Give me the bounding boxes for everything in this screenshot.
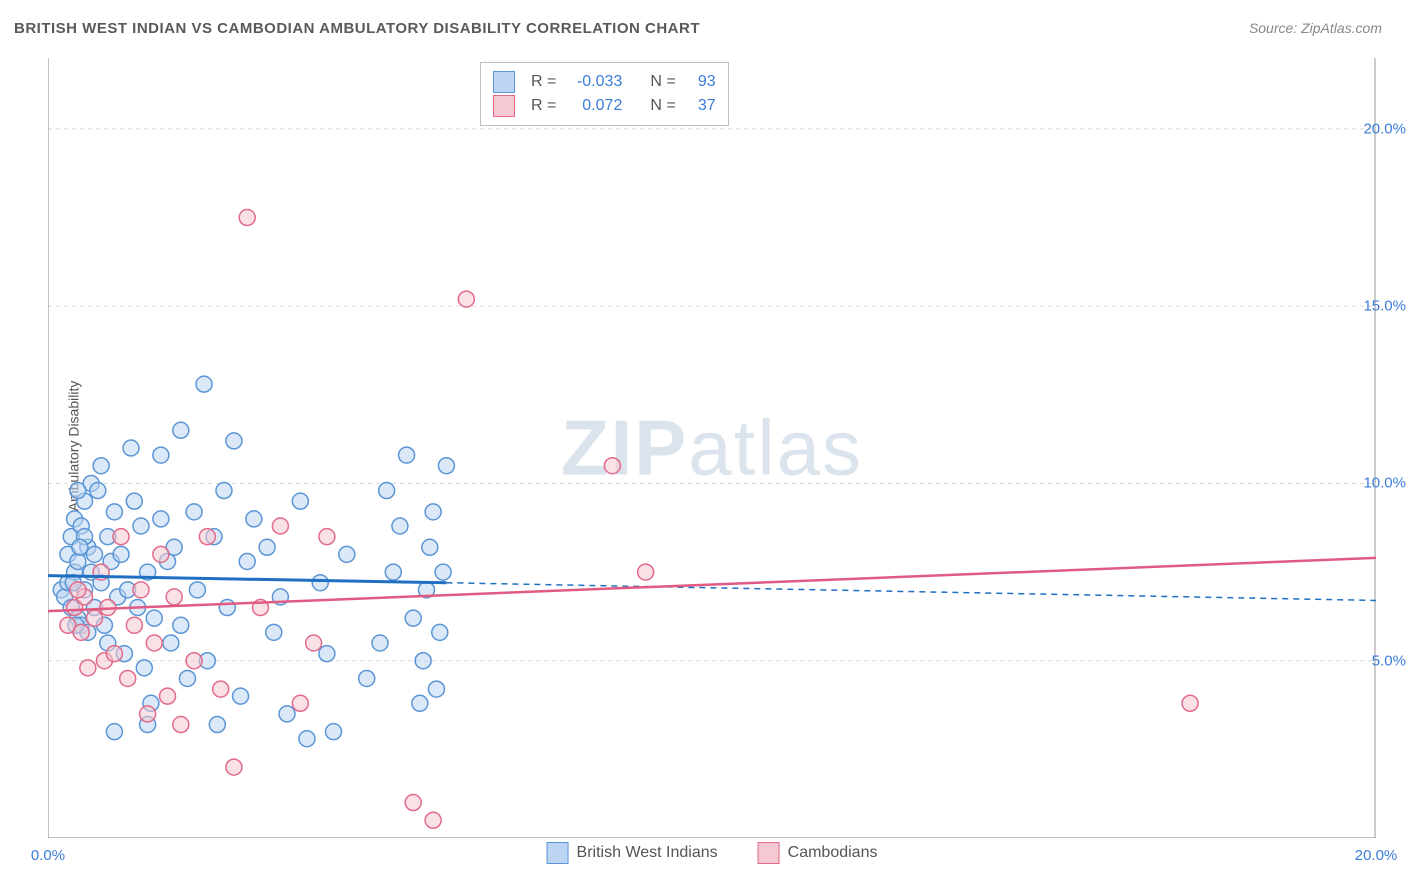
legend-swatch [493,95,515,117]
legend-series-item: Cambodians [758,842,878,864]
legend-series-panel: British West Indians Cambodians [547,842,878,864]
stat-label-r: R = [531,97,556,115]
stat-label-r: R = [531,73,556,91]
legend-swatch [493,71,515,93]
chart-svg [48,58,1376,838]
x-tick-label: 0.0% [31,847,65,864]
stat-value-n: 93 [686,73,716,91]
stat-value-r: -0.033 [566,73,622,91]
plot-area: ZIPatlas R =-0.033N =93R =0.072N =37 Bri… [48,58,1376,838]
x-tick-label: 20.0% [1355,847,1398,864]
stat-label-n: N = [650,73,675,91]
y-tick-label: 10.0% [1363,475,1406,492]
legend-stats-row: R = 0.072 N = 37 [493,95,716,117]
y-tick-label: 5.0% [1372,652,1406,669]
stat-label-n: N = [650,97,675,115]
y-tick-label: 20.0% [1363,120,1406,137]
chart-title: BRITISH WEST INDIAN VS CAMBODIAN AMBULAT… [14,20,700,37]
stat-value-r: 0.072 [566,97,622,115]
legend-series-label: Cambodians [788,844,878,862]
y-tick-label: 15.0% [1363,298,1406,315]
legend-swatch [758,842,780,864]
stat-value-n: 37 [686,97,716,115]
legend-swatch [547,842,569,864]
legend-stats-row: R = -0.033 N = 93 [493,71,716,93]
legend-series-item: British West Indians [547,842,718,864]
legend-stats-panel: R = -0.033 N = 93 R = 0.072 N = 37 [480,62,729,126]
chart-container: BRITISH WEST INDIAN VS CAMBODIAN AMBULAT… [0,0,1406,892]
source-attribution: Source: ZipAtlas.com [1249,20,1382,36]
legend-series-label: British West Indians [577,844,718,862]
